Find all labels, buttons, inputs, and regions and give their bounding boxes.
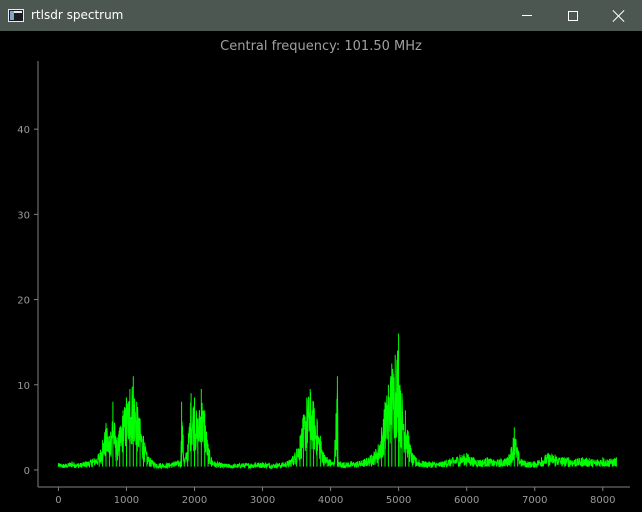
window-titlebar[interactable]: rtlsdr spectrum [0, 0, 642, 31]
plot-area[interactable]: Central frequency: 101.50 MHz 0 10 20 30 40 0… [0, 31, 642, 512]
y-tick-label: 20 [17, 296, 30, 307]
x-tick-label: 1000 [114, 495, 139, 506]
close-button[interactable] [596, 0, 642, 31]
x-tick-label: 5000 [386, 495, 411, 506]
y-tick-label: 30 [17, 210, 30, 221]
app-window-icon [8, 9, 24, 22]
spectrum-chart[interactable]: 0 10 20 30 40 0 1000 2000 3000 4000 5000 6000 7000 80… [0, 31, 642, 512]
maximize-icon [568, 10, 578, 21]
maximize-button[interactable] [550, 0, 596, 31]
x-tick-label: 4000 [318, 495, 343, 506]
minimize-icon [522, 15, 532, 16]
plot-title: Central frequency: 101.50 MHz [220, 39, 422, 54]
minimize-button[interactable] [504, 0, 550, 31]
spectrum-line-series-0 [57, 333, 617, 470]
x-tick-label: 6000 [454, 495, 479, 506]
x-tick-label: 7000 [522, 495, 547, 506]
close-icon [613, 10, 625, 22]
x-tick-label: 8000 [590, 495, 615, 506]
window-title: rtlsdr spectrum [31, 8, 124, 22]
y-tick-label: 40 [17, 125, 30, 136]
y-tick-label: 10 [17, 381, 30, 392]
x-tick-label: 2000 [182, 495, 207, 506]
x-tick-label: 0 [55, 495, 61, 506]
y-tick-label: 0 [24, 466, 30, 477]
x-tick-label: 3000 [250, 495, 275, 506]
